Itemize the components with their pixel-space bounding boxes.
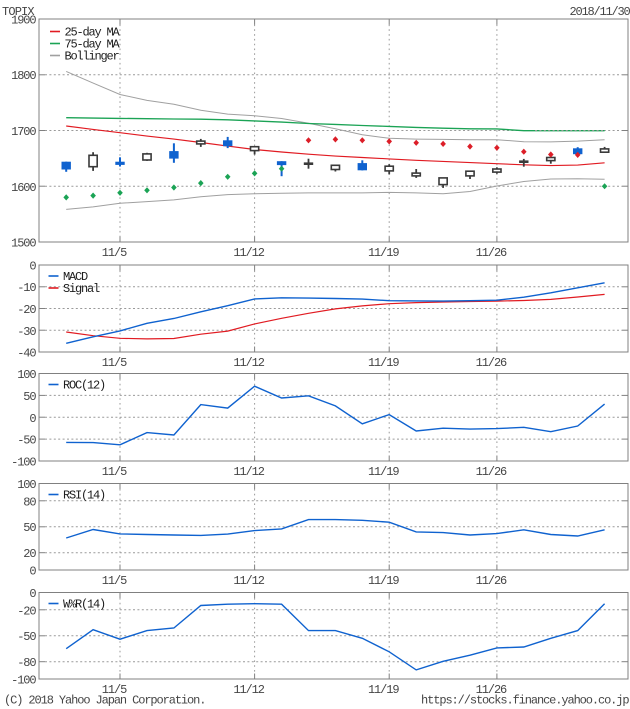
svg-text:11/26: 11/26 — [476, 574, 507, 588]
svg-text:-30: -30 — [17, 325, 36, 339]
svg-text:-80: -80 — [17, 656, 36, 670]
svg-text:50: 50 — [23, 521, 36, 535]
svg-text:W%R(14): W%R(14) — [63, 598, 105, 612]
svg-text:11/26: 11/26 — [476, 683, 507, 697]
svg-text:1500: 1500 — [11, 237, 36, 251]
svg-text:100: 100 — [17, 478, 36, 492]
svg-text:11/12: 11/12 — [233, 574, 264, 588]
svg-text:-10: -10 — [17, 281, 36, 295]
svg-text:11/5: 11/5 — [102, 465, 127, 479]
svg-text:11/19: 11/19 — [368, 246, 399, 260]
svg-text:11/12: 11/12 — [233, 683, 264, 697]
svg-text:0: 0 — [29, 412, 36, 426]
svg-text:11/19: 11/19 — [368, 683, 399, 697]
svg-text:11/5: 11/5 — [102, 683, 127, 697]
svg-text:2018/11/30: 2018/11/30 — [569, 5, 630, 19]
svg-text:-50: -50 — [17, 434, 36, 448]
svg-text:100: 100 — [17, 368, 36, 382]
svg-text:0: 0 — [29, 260, 36, 274]
svg-text:(C) 2018 Yahoo Japan Corporati: (C) 2018 Yahoo Japan Corporation. — [4, 694, 205, 708]
svg-text:11/26: 11/26 — [476, 356, 507, 370]
svg-text:11/19: 11/19 — [368, 356, 399, 370]
svg-text:80: 80 — [23, 495, 36, 509]
svg-text:11/5: 11/5 — [102, 574, 127, 588]
svg-text:1700: 1700 — [11, 125, 36, 139]
svg-text:MACD: MACD — [63, 270, 88, 284]
svg-text:50: 50 — [23, 390, 36, 404]
svg-text:11/12: 11/12 — [233, 465, 264, 479]
svg-text:0: 0 — [29, 565, 36, 579]
svg-text:1600: 1600 — [11, 181, 36, 195]
svg-text:1900: 1900 — [11, 14, 36, 28]
svg-text:Signal: Signal — [63, 282, 100, 296]
svg-text:11/19: 11/19 — [368, 465, 399, 479]
svg-text:11/26: 11/26 — [476, 246, 507, 260]
svg-text:-20: -20 — [17, 303, 36, 317]
svg-text:20: 20 — [23, 547, 36, 561]
svg-text:1800: 1800 — [11, 69, 36, 83]
svg-text:-40: -40 — [17, 347, 36, 361]
svg-text:11/19: 11/19 — [368, 574, 399, 588]
svg-text:11/12: 11/12 — [233, 246, 264, 260]
svg-text:TOPIX: TOPIX — [2, 5, 34, 19]
svg-text:-50: -50 — [17, 630, 36, 644]
svg-text:Bollinger: Bollinger — [65, 50, 120, 64]
svg-text:-100: -100 — [11, 456, 36, 470]
svg-text:11/5: 11/5 — [102, 356, 127, 370]
svg-text:ROC(12): ROC(12) — [63, 379, 105, 393]
svg-text:-100: -100 — [11, 674, 36, 688]
svg-text:-20: -20 — [17, 604, 36, 618]
svg-text:11/26: 11/26 — [476, 465, 507, 479]
svg-text:0: 0 — [29, 587, 36, 601]
svg-text:RSI(14): RSI(14) — [63, 489, 105, 503]
svg-text:11/12: 11/12 — [233, 356, 264, 370]
svg-text:25-day MA: 25-day MA — [65, 26, 121, 40]
svg-text:https://stocks.finance.yahoo.c: https://stocks.finance.yahoo.co.jp — [421, 694, 629, 708]
svg-text:75-day MA: 75-day MA — [65, 38, 121, 52]
svg-text:11/5: 11/5 — [102, 246, 127, 260]
